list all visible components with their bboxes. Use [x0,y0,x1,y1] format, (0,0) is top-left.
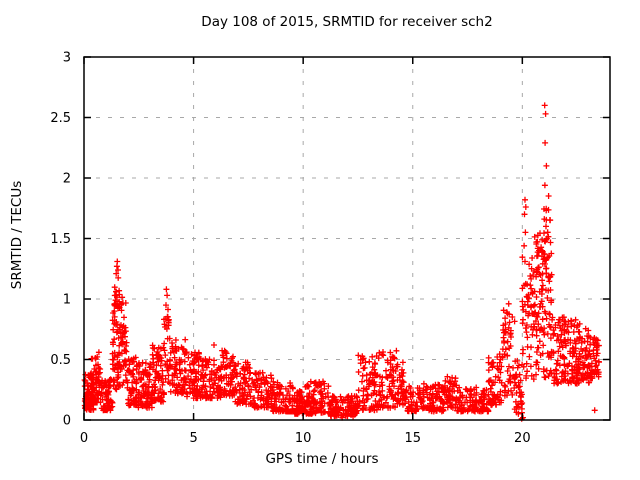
x-tick-label: 15 [404,431,421,446]
chart-title: Day 108 of 2015, SRMTID for receiver sch… [201,14,493,30]
x-tick-label: 5 [189,431,197,446]
x-tick-label: 20 [514,431,531,446]
y-tick-label: 2 [63,172,71,187]
y-tick-label: 1 [63,293,71,308]
y-tick-label: 0.5 [50,353,71,368]
x-tick-label: 0 [80,431,88,446]
y-tick-label: 3 [63,51,71,66]
y-tick-label: 1.5 [50,232,71,247]
y-tick-label: 2.5 [50,111,71,126]
scatter-points [81,102,602,422]
x-tick-label: 10 [295,431,312,446]
y-tick-label: 0 [63,414,71,429]
x-axis-label: GPS time / hours [265,451,379,467]
